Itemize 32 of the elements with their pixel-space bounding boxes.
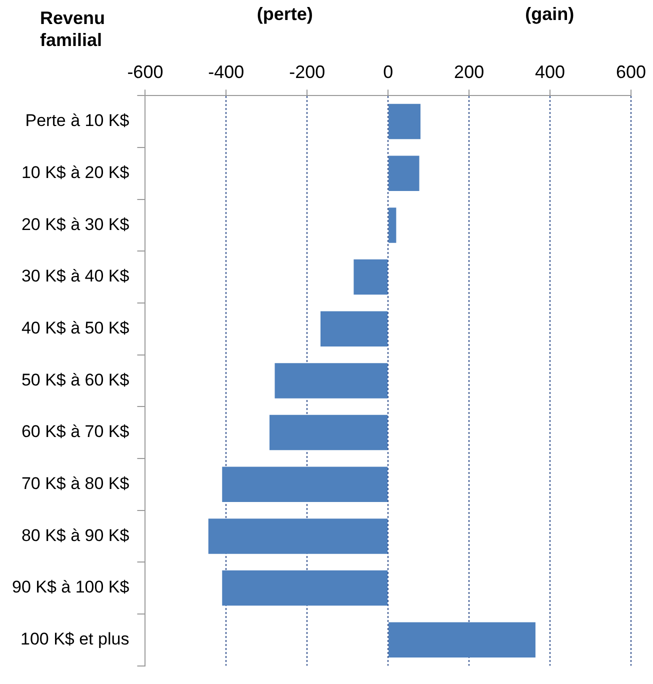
x-tick-label: -600 <box>127 62 164 82</box>
bar <box>388 208 396 243</box>
x-tick-label: 0 <box>383 62 394 82</box>
bar <box>222 570 388 606</box>
x-tick-label: 400 <box>535 62 566 82</box>
y-tick-label: 50 K$ à 60 K$ <box>21 370 130 390</box>
bar <box>269 414 388 450</box>
y-tick-label: 10 K$ à 20 K$ <box>21 163 130 182</box>
y-tick-label: 90 K$ à 100 K$ <box>12 578 130 597</box>
bar <box>388 622 536 658</box>
y-tick-label: 80 K$ à 90 K$ <box>21 526 130 545</box>
x-tick-label: -200 <box>289 62 326 82</box>
x-tick-label: 600 <box>616 62 646 82</box>
y-tick-label: 30 K$ à 40 K$ <box>21 266 130 286</box>
x-tick-label: -400 <box>208 62 244 82</box>
bar <box>222 466 388 502</box>
x-tick-label: 200 <box>454 62 484 82</box>
y-axis-title: Revenu familial <box>40 8 106 50</box>
text: (gain) <box>525 4 574 24</box>
bar <box>354 259 388 295</box>
bar <box>274 363 388 398</box>
bar <box>388 156 420 191</box>
y-tick-label: 20 K$ à 30 K$ <box>21 214 130 234</box>
bar <box>388 104 420 140</box>
y-tick-label: 70 K$ à 80 K$ <box>21 474 130 494</box>
bar <box>208 518 388 554</box>
y-tick-label: 40 K$ à 50 K$ <box>21 318 130 338</box>
bar <box>320 311 388 346</box>
text: (perte) <box>256 4 313 24</box>
y-tick-label: Perte à 10 K$ <box>25 111 130 130</box>
y-tick-label: 60 K$ à 70 K$ <box>21 422 130 442</box>
y-tick-label: 100 K$ et plus <box>20 630 130 649</box>
